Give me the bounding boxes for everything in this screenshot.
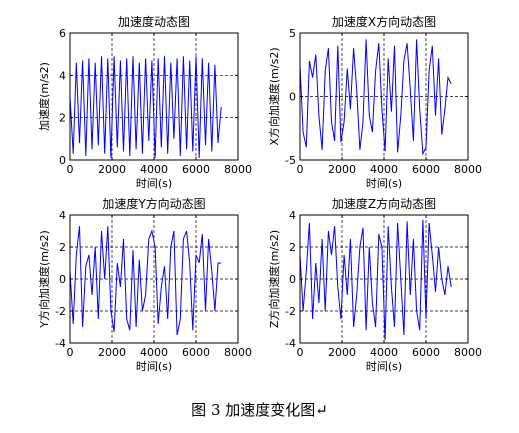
x-tick-label: 8000	[224, 346, 252, 359]
x-tick-label: 4000	[370, 346, 398, 359]
y-tick-label: 6	[59, 27, 66, 40]
x-tick-label: 4000	[370, 163, 398, 176]
x-tick-label: 8000	[454, 163, 482, 176]
series-line	[69, 226, 222, 336]
chart-title: 加速度动态图	[118, 14, 190, 29]
y-axis-label: Y方向加速度(m/s2)	[37, 230, 51, 328]
y-tick-label: -2	[285, 305, 296, 318]
y-axis-label: X方向加速度(m/s2)	[267, 47, 281, 145]
x-tick-label: 2000	[328, 163, 356, 176]
y-axis-label: Z方向加速度(m/s2)	[267, 230, 281, 328]
y-tick-label: 4	[289, 209, 296, 222]
series-line	[69, 56, 222, 158]
y-tick-label: 5	[289, 27, 296, 40]
x-tick-label: 6000	[412, 346, 440, 359]
x-axis-label: 时间(s)	[136, 360, 172, 373]
x-tick-label: 2000	[98, 346, 126, 359]
y-tick-label: 0	[59, 273, 66, 286]
y-tick-label: -5	[285, 154, 296, 167]
y-tick-label: 2	[289, 241, 296, 254]
y-tick-label: 4	[59, 209, 66, 222]
x-tick-label: 0	[297, 346, 304, 359]
y-axis-label: 加速度(m/s2)	[37, 62, 51, 131]
series-line	[299, 39, 452, 156]
x-tick-label: 0	[67, 163, 74, 176]
x-tick-label: 8000	[454, 346, 482, 359]
y-tick-label: 0	[289, 91, 296, 104]
x-tick-label: 6000	[182, 346, 210, 359]
figure-caption: 图 3 加速度变化图↵	[191, 401, 328, 419]
y-tick-label: 2	[59, 112, 66, 125]
series-line	[299, 219, 452, 340]
x-tick-label: 2000	[98, 163, 126, 176]
subplot-2: 0 2000 4000 6000 8000-505加速度X方向动态图时间(s)X方向加速…	[267, 14, 482, 190]
x-tick-label: 4000	[140, 163, 168, 176]
y-tick-label: 2	[59, 241, 66, 254]
y-tick-label: 4	[59, 69, 66, 82]
x-tick-label: 2000	[328, 346, 356, 359]
x-tick-label: 6000	[412, 163, 440, 176]
y-tick-label: 0	[59, 154, 66, 167]
x-axis-label: 时间(s)	[136, 177, 172, 190]
chart-title: 加速度Y方向动态图	[102, 196, 205, 211]
chart-title: 加速度Z方向动态图	[332, 196, 436, 211]
x-tick-label: 0	[67, 346, 74, 359]
y-tick-label: -4	[285, 337, 296, 350]
y-tick-label: 0	[289, 273, 296, 286]
y-tick-label: -4	[55, 337, 66, 350]
x-tick-label: 4000	[140, 346, 168, 359]
y-tick-label: -2	[55, 305, 66, 318]
x-tick-label: 0	[297, 163, 304, 176]
x-tick-label: 8000	[224, 163, 252, 176]
x-axis-label: 时间(s)	[366, 177, 402, 190]
chart-title: 加速度X方向动态图	[332, 14, 436, 29]
x-tick-label: 6000	[182, 163, 210, 176]
x-axis-label: 时间(s)	[366, 360, 402, 373]
